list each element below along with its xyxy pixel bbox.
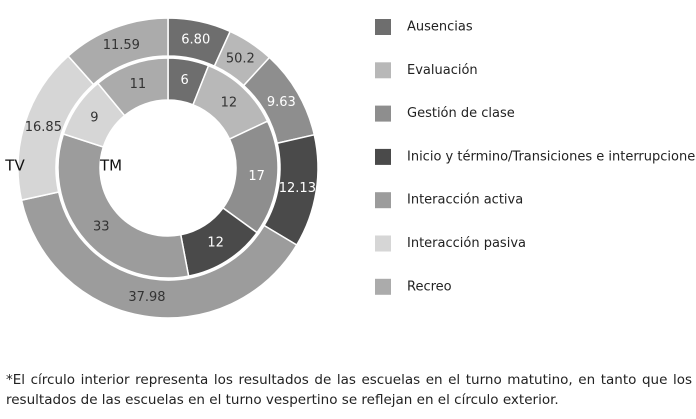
legend-label: Ausencias	[407, 20, 473, 35]
slice-label: 33	[93, 219, 110, 234]
chart: 6 12 17 12 33 9 11 6.80 50.2 9.63 12.13 37.98 16.85 1…	[4, 17, 696, 319]
slice-label: 9	[90, 110, 98, 125]
slice-label: 6	[181, 73, 189, 88]
legend-label: Interacción pasiva	[407, 236, 526, 251]
slice-label: 12.13	[279, 181, 316, 196]
slice-label: 50.2	[226, 51, 255, 66]
slice	[20, 191, 298, 319]
legend-swatch	[375, 105, 391, 122]
legend-label: Inicio y término/Transiciones e interrup…	[407, 149, 696, 164]
slice-label: 9.63	[267, 95, 296, 110]
slice-label: 6.80	[181, 32, 210, 47]
slice	[96, 57, 169, 117]
legend-swatch	[375, 62, 391, 79]
slice-label: 11	[130, 77, 147, 92]
footnote: *El círculo interior representa los resu…	[6, 372, 692, 408]
slice	[57, 133, 190, 279]
slice-label: 12	[221, 96, 238, 111]
slice-label: 11.59	[103, 38, 140, 53]
legend-swatch	[375, 278, 391, 295]
legend-swatch	[375, 235, 391, 252]
slice-label: 17	[248, 169, 265, 184]
legend-swatch	[375, 19, 391, 35]
legend-label: Interacción activa	[407, 193, 523, 208]
legend-label: Recreo	[407, 279, 452, 294]
slice-label: 16.85	[25, 120, 62, 135]
legend-swatch	[375, 148, 391, 165]
ring-label: TV	[4, 157, 25, 175]
slice	[67, 17, 169, 86]
slice-label: 37.98	[128, 290, 165, 305]
legend-label: Gestión de clase	[407, 106, 515, 121]
legend-swatch	[375, 192, 391, 209]
legend-label: Evaluación	[407, 63, 478, 78]
slice-label: 12	[207, 236, 224, 251]
ring-label: TM	[99, 157, 122, 175]
